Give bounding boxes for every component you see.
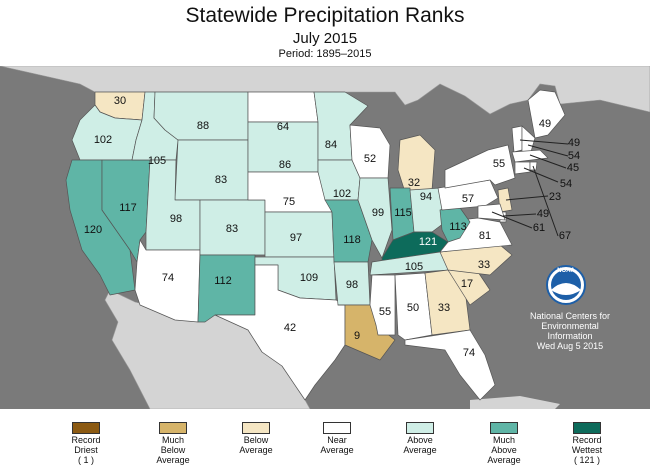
legend-swatch-3: [323, 422, 351, 434]
legend-swatch-4: [406, 422, 434, 434]
legend-swatch-0: [72, 422, 100, 434]
canada-land: [0, 66, 650, 115]
rank-label-az: 74: [162, 272, 174, 284]
state-ct: [514, 161, 531, 175]
leader-line-nh: [527, 144, 569, 157]
rank-label-ma: 45: [567, 162, 579, 174]
rank-label-ga: 33: [438, 302, 450, 314]
leader-line-ri: [532, 165, 559, 237]
rank-label-la: 9: [354, 330, 360, 342]
rank-label-mn: 84: [325, 139, 337, 151]
rank-label-wa: 30: [114, 95, 126, 107]
state-mt: [153, 91, 249, 141]
rank-label-ny: 55: [493, 158, 505, 170]
legend-label-4: Above Average: [403, 435, 437, 455]
state-ny: [444, 144, 516, 189]
state-al: [394, 272, 433, 341]
leader-line-ma: [529, 154, 567, 169]
rank-label-vt: 49: [568, 137, 580, 149]
rank-label-id: 105: [148, 155, 166, 167]
rank-label-ia: 102: [333, 188, 351, 200]
rank-label-ar: 98: [346, 279, 358, 291]
rank-label-sd: 86: [279, 159, 291, 171]
rank-label-fl: 74: [463, 347, 475, 359]
rank-label-il: 99: [372, 207, 384, 219]
rank-label-ky: 121: [419, 236, 437, 248]
leader-line-md: [491, 211, 533, 229]
rank-label-in: 115: [394, 207, 412, 219]
state-fl: [404, 329, 496, 401]
rank-label-oh: 94: [420, 191, 432, 203]
rank-label-nj: 23: [549, 191, 561, 203]
legend-label-5: Much Above Average: [487, 435, 521, 465]
state-md: [477, 203, 506, 221]
rank-label-wi: 52: [364, 153, 376, 165]
rank-label-tx: 42: [284, 322, 296, 334]
map-period: Period: 1895–2015: [278, 48, 372, 60]
rank-label-pa: 57: [462, 193, 474, 205]
noaa-credit: National Centers for Environmental Infor…: [529, 311, 611, 351]
rank-label-ne: 75: [283, 196, 295, 208]
rank-label-mi: 32: [408, 177, 420, 189]
rank-label-va: 81: [479, 230, 491, 242]
legend-label-0: Record Driest ( 1 ): [71, 435, 101, 465]
leader-line-de: [502, 213, 537, 217]
rank-label-ks: 97: [290, 232, 302, 244]
rank-label-co: 83: [226, 223, 238, 235]
rank-label-nv: 117: [119, 202, 137, 214]
legend-swatch-6: [573, 422, 601, 434]
rank-label-ca: 120: [84, 224, 102, 236]
state-nm: [197, 254, 256, 323]
us-precipitation-map: 30 102 120 117 105 88 83 98 74 83 112 64 86 75 97 109 42…: [0, 66, 650, 409]
rank-label-nm: 112: [214, 275, 232, 287]
legend-label-1: Much Below Average: [156, 435, 190, 465]
rank-label-ut: 98: [170, 213, 182, 225]
state-nd: [247, 91, 319, 123]
rank-label-ct: 54: [560, 178, 572, 190]
rank-label-nh: 54: [568, 150, 580, 162]
rank-label-wy: 83: [215, 174, 227, 186]
state-oh: [409, 187, 449, 233]
state-vt: [511, 125, 523, 153]
map-title: Statewide Precipitation Ranks: [185, 4, 465, 27]
rank-label-mo: 118: [343, 234, 361, 246]
rank-label-md: 61: [533, 222, 545, 234]
legend-label-2: Below Average: [239, 435, 273, 455]
caribbean-land: [470, 396, 560, 409]
legend-label-6: Record Wettest ( 121 ): [571, 435, 603, 465]
leader-line-vt: [519, 139, 569, 145]
rank-label-ri: 67: [559, 230, 571, 242]
rank-label-wv: 113: [449, 221, 467, 233]
map-subtitle: July 2015: [292, 30, 358, 47]
rank-label-ms: 55: [379, 306, 391, 318]
rank-label-al: 50: [407, 302, 419, 314]
legend-swatch-5: [490, 422, 518, 434]
rank-label-tn: 105: [405, 261, 423, 273]
rank-label-nc: 33: [478, 259, 490, 271]
rank-label-de: 49: [537, 208, 549, 220]
rank-label-mt: 88: [197, 120, 209, 132]
rank-label-me: 49: [539, 118, 551, 130]
legend-swatch-1: [159, 422, 187, 434]
state-ma: [511, 149, 549, 163]
leader-line-nj: [505, 195, 549, 201]
state-wy: [174, 139, 249, 201]
rank-label-ok: 109: [300, 272, 318, 284]
legend-label-3: Near Average: [320, 435, 354, 455]
rank-label-or: 102: [94, 134, 112, 146]
rank-label-sc: 17: [461, 278, 473, 290]
noaa-logo-text: NOAA: [557, 268, 575, 274]
rank-label-nd: 64: [277, 121, 289, 133]
state-tx: [214, 264, 346, 401]
leader-line-ct: [523, 167, 559, 183]
noaa-logo: NOAA: [546, 265, 586, 305]
legend-swatch-2: [242, 422, 270, 434]
